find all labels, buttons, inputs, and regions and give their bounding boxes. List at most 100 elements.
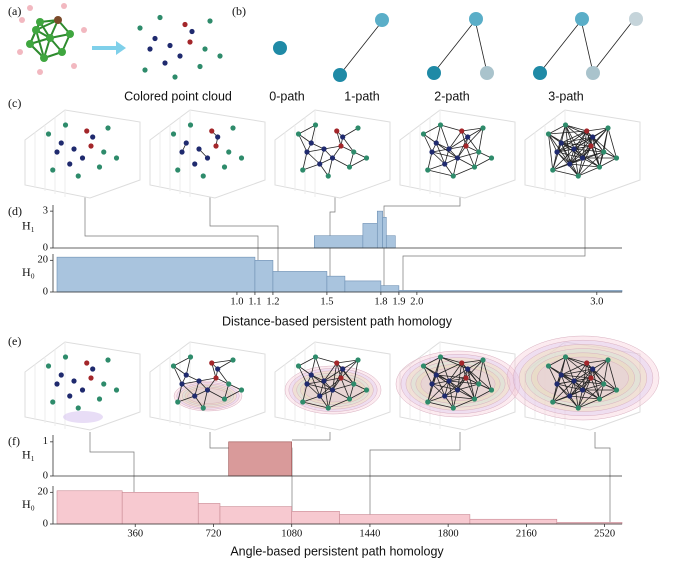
point	[88, 143, 94, 149]
edge	[586, 359, 609, 364]
edge	[340, 359, 359, 379]
point	[221, 396, 228, 402]
point	[295, 363, 302, 369]
edge	[565, 124, 575, 150]
x-tick-label: 2520	[594, 528, 615, 539]
point	[459, 360, 465, 366]
edge	[315, 356, 325, 382]
edge	[298, 124, 316, 135]
point	[300, 167, 306, 173]
edge	[577, 389, 583, 409]
sphere	[537, 356, 629, 400]
edge	[323, 380, 329, 409]
point	[545, 363, 552, 369]
edge	[578, 398, 600, 409]
edge	[548, 365, 558, 385]
spheres	[273, 12, 643, 82]
point	[433, 140, 439, 146]
edge	[173, 356, 191, 367]
path-label: 3-path	[548, 89, 583, 103]
point	[179, 381, 185, 387]
edge	[177, 395, 195, 403]
edge	[298, 365, 308, 385]
point	[351, 381, 357, 387]
x-tick-label: 1.5	[320, 296, 333, 307]
x-tick-label: 1.9	[392, 296, 405, 307]
point	[575, 405, 581, 411]
point	[226, 381, 232, 387]
edge	[340, 377, 350, 400]
edge	[569, 163, 600, 168]
edge	[342, 359, 359, 370]
point	[442, 161, 448, 167]
edge	[349, 157, 367, 168]
point	[590, 366, 596, 372]
edge	[427, 395, 445, 403]
panel-label: (b)	[232, 4, 246, 18]
atom	[46, 34, 54, 42]
edge	[582, 368, 594, 391]
edge	[457, 157, 475, 168]
point	[463, 143, 469, 149]
edge	[448, 380, 454, 409]
point	[88, 375, 94, 381]
point	[550, 399, 556, 405]
edge	[224, 389, 242, 400]
edge	[177, 383, 183, 403]
point	[613, 387, 620, 393]
edge	[306, 383, 321, 397]
step-bar	[380, 285, 400, 293]
edge	[561, 368, 593, 376]
edge	[440, 124, 462, 132]
point	[105, 125, 111, 131]
edge	[323, 362, 338, 382]
point	[442, 393, 448, 399]
point	[202, 46, 208, 52]
point	[230, 357, 236, 363]
hydrogen	[71, 63, 77, 69]
edge	[435, 142, 446, 165]
axis-name: H₀	[22, 497, 35, 511]
point	[54, 381, 60, 387]
edge	[577, 151, 605, 177]
x-tick-label: 1440	[359, 528, 380, 539]
point	[192, 161, 198, 167]
point	[579, 155, 586, 161]
point	[425, 167, 431, 173]
edge	[582, 130, 588, 159]
point	[308, 372, 314, 378]
point	[187, 39, 193, 45]
y-tick-label: 0	[43, 286, 48, 297]
edge	[560, 142, 579, 177]
edge	[573, 368, 593, 382]
point	[226, 149, 232, 155]
point	[321, 146, 327, 152]
x-tick-label: 2.0	[410, 296, 423, 307]
edge	[457, 389, 475, 400]
edge	[436, 142, 458, 159]
edge	[440, 356, 462, 364]
edge	[332, 383, 354, 391]
edge	[311, 374, 333, 391]
edge	[444, 377, 467, 397]
edge	[552, 142, 562, 171]
edge	[211, 359, 234, 364]
point	[363, 387, 370, 393]
point	[338, 143, 344, 149]
edge	[336, 359, 359, 364]
edge	[599, 157, 617, 168]
sphere	[181, 385, 235, 407]
edge	[582, 383, 604, 391]
hydrogen	[37, 69, 43, 75]
point	[187, 122, 194, 128]
edge	[448, 136, 468, 150]
node	[480, 66, 494, 80]
edge	[548, 365, 562, 376]
step-bar	[344, 280, 382, 293]
atom	[32, 26, 40, 34]
box-frame	[274, 109, 391, 199]
point	[334, 128, 340, 134]
edge	[198, 377, 217, 382]
edge	[427, 151, 433, 171]
point	[213, 143, 219, 149]
